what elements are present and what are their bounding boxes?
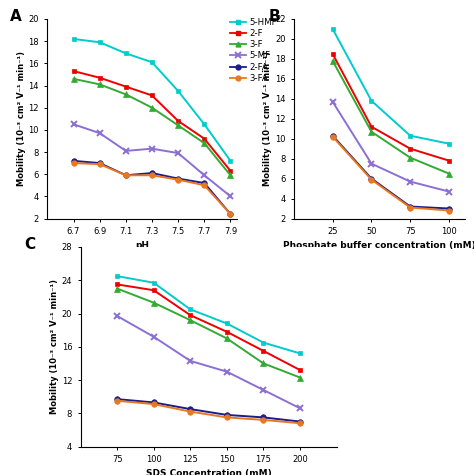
X-axis label: Phosphate buffer concentration (mM): Phosphate buffer concentration (mM)	[283, 241, 474, 250]
Y-axis label: Mobility (10⁻³ cm² V⁻¹ min⁻¹): Mobility (10⁻³ cm² V⁻¹ min⁻¹)	[50, 279, 59, 414]
Text: C: C	[24, 237, 36, 252]
X-axis label: pH: pH	[135, 241, 149, 250]
Y-axis label: Mobility (10⁻³ cm² V⁻¹ min⁻¹): Mobility (10⁻³ cm² V⁻¹ min⁻¹)	[263, 51, 272, 186]
X-axis label: SDS Concentration (mM): SDS Concentration (mM)	[146, 469, 272, 475]
Legend: 5-HMF, 2-F, 3-F, 5-MF, 2-FA, 3-FA: 5-HMF, 2-F, 3-F, 5-MF, 2-FA, 3-FA	[228, 16, 279, 85]
Text: B: B	[268, 9, 280, 24]
Text: A: A	[9, 9, 21, 24]
Y-axis label: Mobility (10⁻³ cm² V⁻¹ min⁻¹): Mobility (10⁻³ cm² V⁻¹ min⁻¹)	[17, 51, 26, 186]
